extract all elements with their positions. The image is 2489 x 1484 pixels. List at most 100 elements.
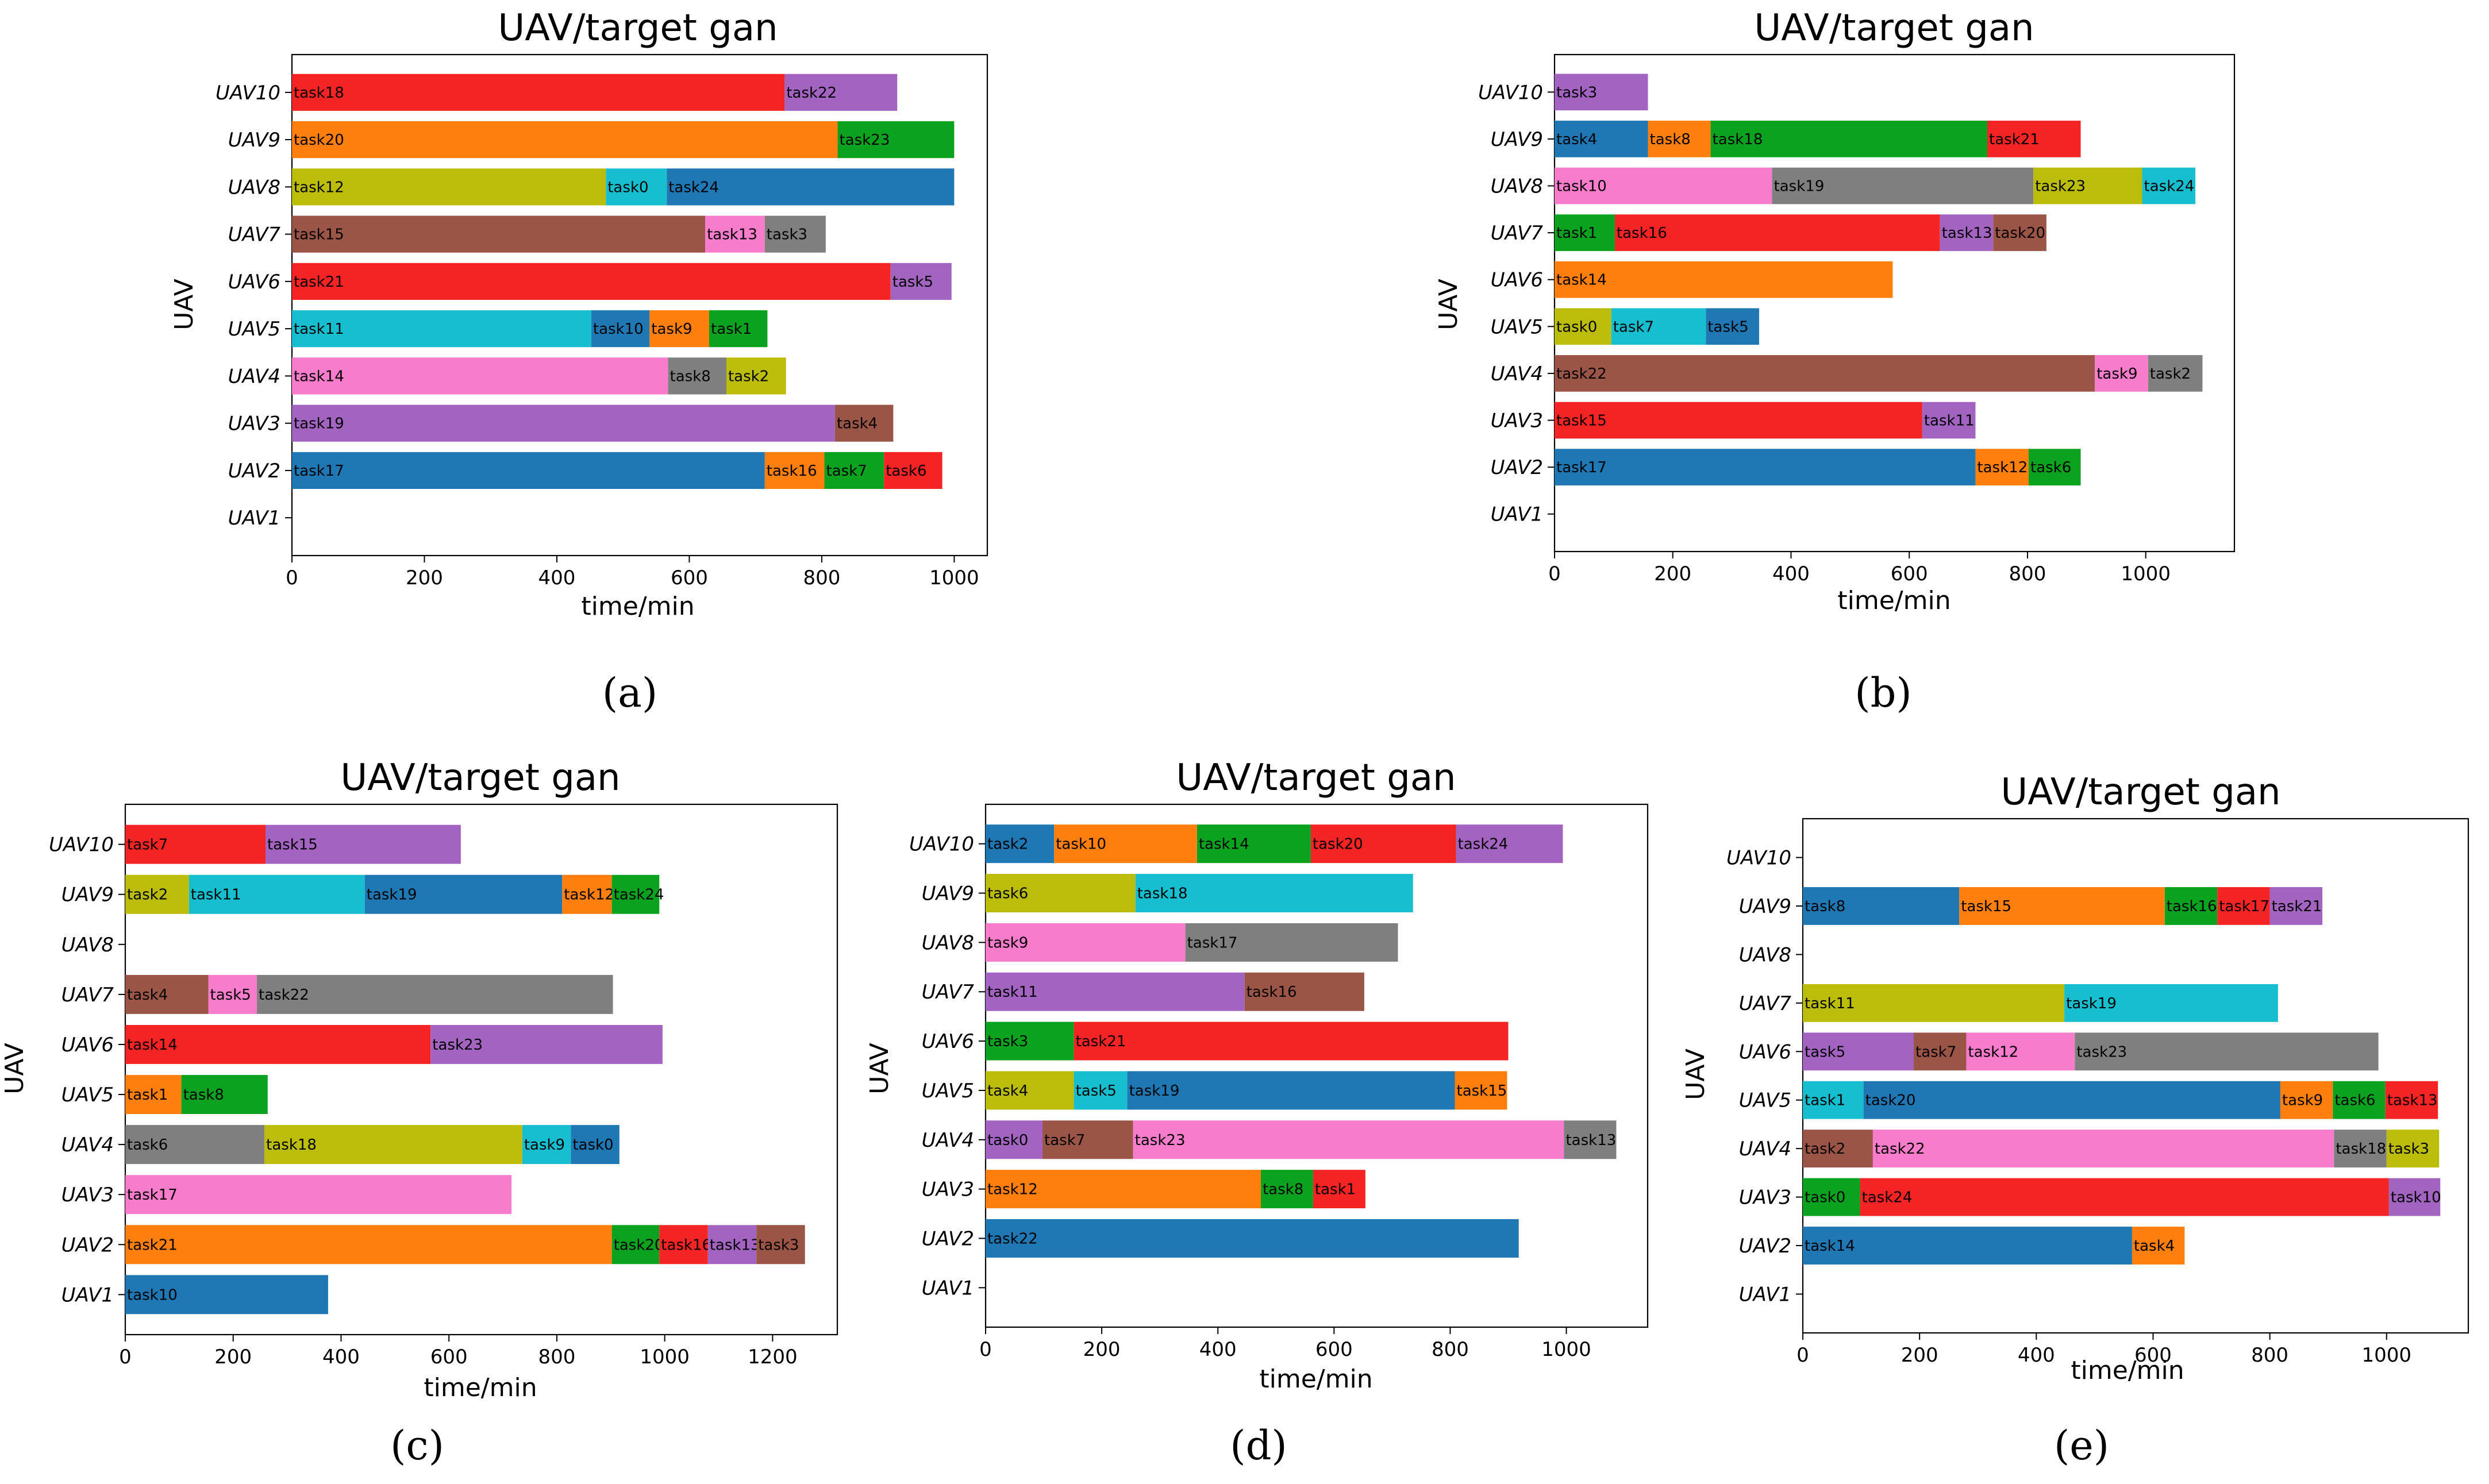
gantt-bar-uav10-task14 <box>1197 824 1311 864</box>
bar-label: task15 <box>1961 898 2011 915</box>
bar-label: task1 <box>1556 225 1597 242</box>
y-tick-label: UAV2 <box>228 460 280 483</box>
bar-label: task10 <box>127 1286 178 1304</box>
bar-label: task19 <box>1129 1082 1180 1100</box>
bar-label: task4 <box>987 1082 1028 1100</box>
bar-label: task1 <box>1315 1181 1356 1198</box>
bar-label: task11 <box>191 886 241 904</box>
bar-label: task23 <box>432 1036 483 1054</box>
x-tick-label: 600 <box>1315 1338 1353 1361</box>
gantt-bar-uav4-task6 <box>125 1125 265 1165</box>
bar-label: task14 <box>294 368 344 385</box>
bar-label: task10 <box>2391 1189 2441 1207</box>
gantt-bar-uav6-task21 <box>292 263 891 300</box>
bar-label: task15 <box>1556 413 1607 430</box>
y-tick-label: UAV5 <box>922 1080 974 1103</box>
y-tick-label: UAV3 <box>1739 1186 1791 1209</box>
bar-label: task20 <box>1313 836 1363 853</box>
bar-label: task17 <box>1556 459 1607 476</box>
bar-label: task22 <box>259 986 309 1004</box>
gantt-bar-uav2-task16 <box>659 1225 708 1265</box>
gantt-bar-uav8-task24 <box>667 168 955 206</box>
bar-label: task22 <box>1556 365 1607 383</box>
gantt-bar-uav8-task23 <box>2033 167 2142 205</box>
chart-title: UAV/target gan <box>340 757 620 799</box>
y-tick-label: UAV2 <box>1739 1235 1791 1258</box>
bar-label: task12 <box>294 179 344 196</box>
chart-panel-1: task17 task12 task6 task15 task11 task22 task9… <box>1434 7 2236 716</box>
bar-label: task21 <box>127 1236 178 1254</box>
bar-label: task14 <box>1805 1238 1855 1255</box>
y-tick-label: UAV1 <box>61 1283 114 1306</box>
gantt-bar-uav6-task5 <box>1803 1032 1914 1071</box>
gantt-bar-uav5-task19 <box>1127 1071 1455 1110</box>
gantt-bar-uav8-task9 <box>986 923 1186 962</box>
bar-label: task21 <box>294 273 344 291</box>
gantt-bar-uav6-task3 <box>986 1022 1074 1061</box>
gantt-bar-uav3-task0 <box>1803 1178 1860 1216</box>
y-tick-label: UAV9 <box>922 882 974 905</box>
gantt-bar-uav9-task18 <box>1135 874 1413 913</box>
gantt-bar-uav4-task2 <box>2148 355 2203 392</box>
bar-label: task23 <box>840 132 890 149</box>
gantt-bar-uav5-task9 <box>649 310 709 348</box>
x-axis-label: time/min <box>581 592 694 621</box>
gantt-bar-uav4-task9 <box>522 1125 571 1165</box>
y-tick-label: UAV4 <box>61 1134 114 1157</box>
x-tick-label: 0 <box>1796 1344 1809 1367</box>
bar-label: task7 <box>1044 1132 1085 1149</box>
bar-label: task0 <box>1556 318 1597 336</box>
bar-label: task10 <box>1556 178 1607 195</box>
bar-label: task5 <box>892 273 933 291</box>
gantt-bar-uav6-task21 <box>1074 1022 1509 1061</box>
gantt-bar-uav9-task18 <box>1710 121 1988 157</box>
gantt-bar-uav2-task20 <box>611 1225 660 1265</box>
gantt-bar-uav10-task22 <box>784 74 898 111</box>
y-tick-label: UAV8 <box>1491 175 1543 198</box>
y-tick-label: UAV4 <box>922 1129 974 1152</box>
x-tick-label: 600 <box>1891 562 1928 585</box>
gantt-bar-uav9-task8 <box>1648 121 1711 157</box>
bar-label: task12 <box>987 1181 1038 1198</box>
x-tick-label: 400 <box>1772 562 1810 585</box>
bar-label: task4 <box>127 986 168 1004</box>
gantt-bar-uav9-task8 <box>1803 887 1960 925</box>
gantt-bar-uav5-task13 <box>2385 1081 2438 1119</box>
gantt-bar-uav2-task6 <box>884 452 942 489</box>
y-axis-label: UAV <box>1434 279 1463 330</box>
gantt-bar-uav7-task22 <box>257 974 613 1014</box>
bar-label: task0 <box>572 1136 613 1154</box>
gantt-bar-uav7-task15 <box>292 215 706 253</box>
gantt-bar-uav7-task4 <box>125 974 209 1014</box>
chart-title: UAV/target gan <box>1176 757 1456 799</box>
bar-label: task5 <box>1707 318 1748 336</box>
bar-label: task17 <box>2219 898 2269 915</box>
bar-label: task24 <box>1862 1189 1913 1207</box>
gantt-bar-uav2-task14 <box>1803 1227 2132 1265</box>
bar-label: task16 <box>767 462 817 480</box>
x-tick-label: 400 <box>2018 1344 2055 1367</box>
x-tick-label: 600 <box>2134 1344 2172 1367</box>
y-tick-label: UAV6 <box>1739 1040 1791 1063</box>
y-tick-label: UAV5 <box>61 1084 114 1107</box>
gantt-bar-uav7-task11 <box>986 972 1245 1011</box>
gantt-bar-uav4-task18 <box>2334 1130 2387 1168</box>
bar-label: task3 <box>1556 84 1597 101</box>
x-axis-label: time/min <box>1837 586 1951 615</box>
bar-label: task0 <box>1805 1189 1845 1207</box>
bar-label: task15 <box>1457 1082 1507 1100</box>
x-axis-label: time/min <box>1259 1364 1372 1394</box>
bar-label: task9 <box>2282 1092 2323 1109</box>
bar-label: task7 <box>826 462 867 480</box>
gantt-bar-uav4-task14 <box>292 357 668 395</box>
gantt-bar-uav2-task4 <box>2132 1227 2185 1265</box>
chart-title: UAV/target gan <box>498 7 778 49</box>
bar-label: task3 <box>767 226 807 244</box>
gantt-bar-uav2-task21 <box>125 1225 612 1265</box>
gantt-bar-uav4-task13 <box>1564 1120 1617 1159</box>
bar-label: task24 <box>1458 836 1509 853</box>
bar-label: task18 <box>266 1136 317 1154</box>
gantt-bar-uav3-task12 <box>986 1170 1261 1209</box>
bar-label: task18 <box>2336 1140 2386 1158</box>
